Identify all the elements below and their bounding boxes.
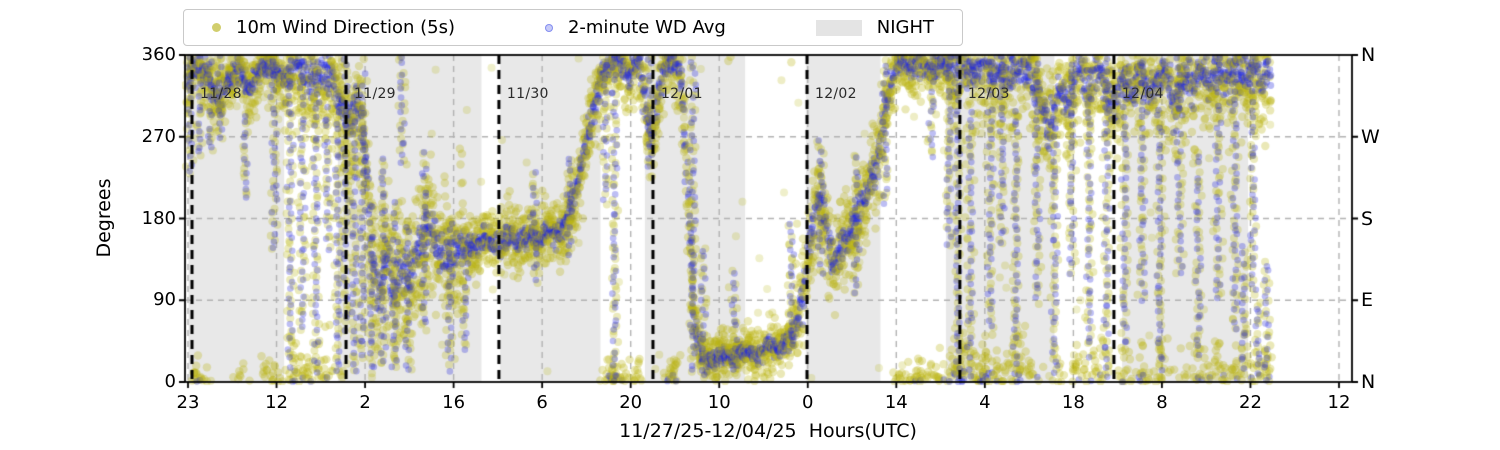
x-tick-2: 2 [359,392,371,413]
y-tick-180: 180 [141,207,176,229]
compass-label-2: S [1361,207,1374,230]
x-axis-label: 11/27/25-12/04/25 Hours(UTC) [619,420,917,442]
compass-label-0: N [1361,371,1376,393]
date-label-3: 12/01 [660,86,703,102]
y-tick-0: 0 [164,371,176,392]
x-tick-4: 6 [536,392,548,413]
x-tick-7: 0 [802,392,814,413]
y-axis-label: Degrees [93,178,115,258]
compass-label-1: E [1361,289,1374,312]
date-label-5: 12/03 [967,86,1010,102]
x-tick-13: 12 [1327,392,1351,413]
compass-label-3: W [1361,125,1380,148]
date-label-2: 11/30 [506,86,549,102]
x-tick-1: 12 [265,392,288,413]
date-label-4: 12/02 [815,86,857,102]
legend-item-5s: 10m Wind Direction (5s) [212,17,455,38]
x-tick-8: 14 [884,392,908,413]
blue-dot-marker-icon [544,23,553,32]
x-tick-0: 23 [176,392,200,413]
x-tick-6: 10 [707,392,731,413]
x-tick-3: 16 [442,392,466,413]
x-tick-5: 20 [619,392,643,413]
date-label-1: 11/29 [354,86,396,102]
legend-label-night: NIGHT [876,17,934,38]
x-tick-9: 4 [979,392,991,413]
date-label-6: 12/04 [1121,86,1164,102]
date-label-0: 11/28 [200,86,242,102]
legend-item-2min: 2-minute WD Avg [544,17,726,38]
yellow-dot-marker-icon [212,23,221,32]
legend: 10m Wind Direction (5s) 2-minute WD Avg … [183,9,963,46]
legend-item-night: NIGHT [815,17,934,38]
compass-label-4: N [1361,44,1376,66]
x-tick-10: 18 [1061,392,1085,413]
legend-label-5s: 10m Wind Direction (5s) [236,17,456,38]
y-tick-90: 90 [153,289,176,311]
y-tick-360: 360 [141,44,176,65]
y-tick-270: 270 [141,125,176,147]
legend-label-2min: 2-minute WD Avg [567,17,726,38]
x-tick-12: 22 [1239,392,1262,413]
night-patch-icon [815,19,862,36]
x-tick-11: 8 [1156,392,1168,413]
